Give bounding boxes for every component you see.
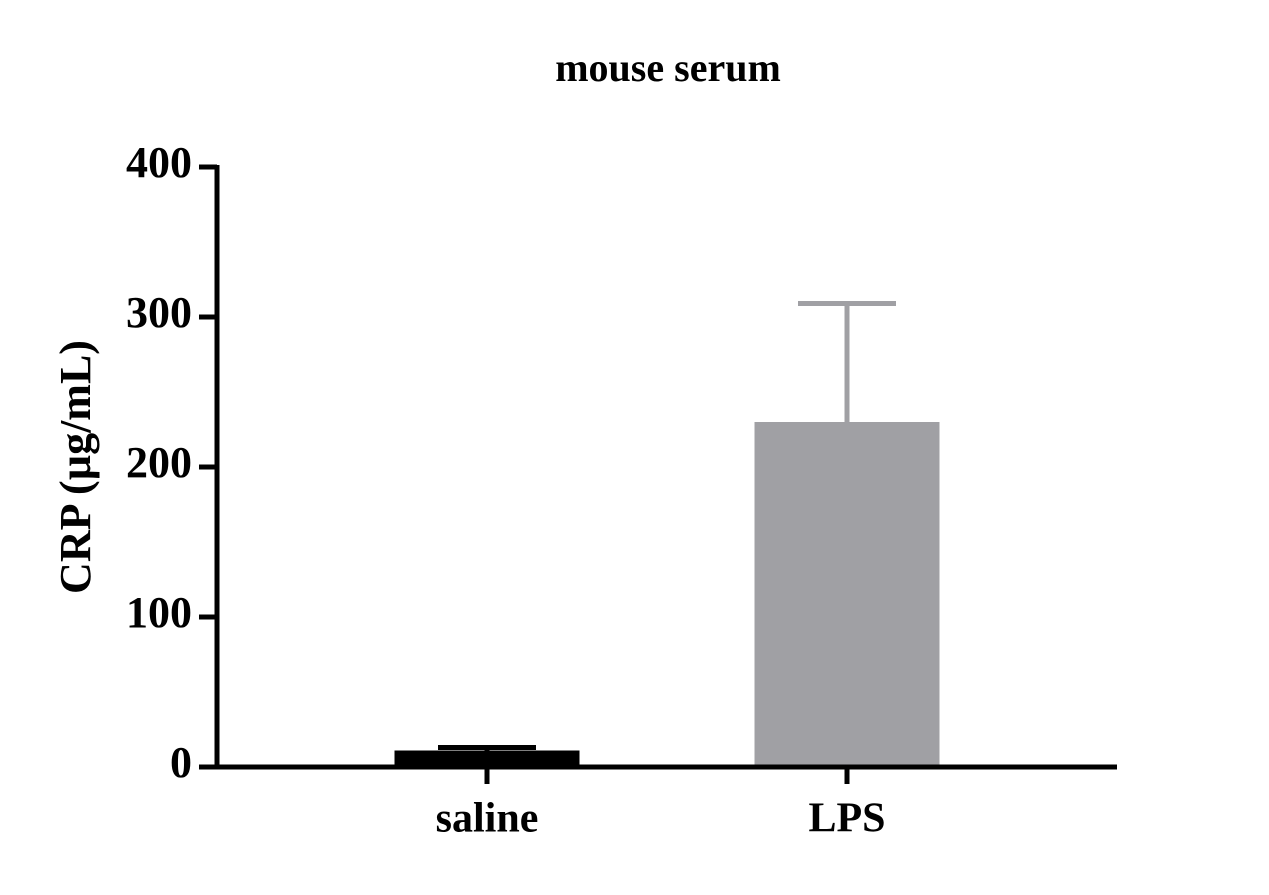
y-tick-label: 300 bbox=[126, 288, 192, 337]
y-tick-label: 400 bbox=[126, 138, 192, 187]
x-tick-label: saline bbox=[436, 796, 539, 842]
y-tick-label: 0 bbox=[170, 738, 192, 787]
y-tick-label: 100 bbox=[126, 588, 192, 637]
bar bbox=[754, 422, 940, 767]
x-tick-label: LPS bbox=[808, 796, 885, 842]
chart-title: mouse serum bbox=[555, 45, 781, 90]
y-tick-label: 200 bbox=[126, 438, 192, 487]
y-axis-label: CRP (µg/mL) bbox=[51, 340, 100, 594]
bar bbox=[394, 750, 580, 767]
